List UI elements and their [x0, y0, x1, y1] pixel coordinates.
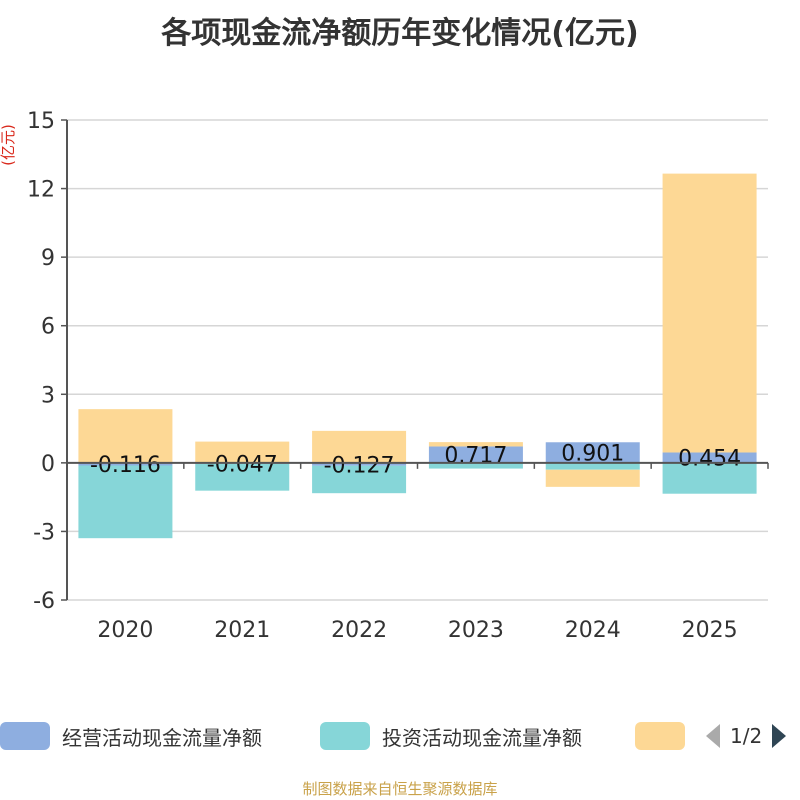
bar-s1-2020: [78, 465, 173, 539]
bar-s2-2021: [195, 441, 290, 463]
legend-swatch-investing: [320, 722, 370, 750]
data-label-2020: -0.116: [90, 453, 161, 478]
legend-next-icon[interactable]: [770, 723, 788, 749]
bar-s0-2025: [662, 452, 757, 463]
legend-item-investing[interactable]: 投资活动现金流量净额: [320, 716, 582, 756]
x-tick-label-2025: 2025: [682, 618, 738, 643]
x-tick-label-2024: 2024: [565, 618, 621, 643]
bar-s0-2020: [78, 462, 173, 466]
legend-label-investing: 投资活动现金流量净额: [382, 725, 582, 750]
y-tick-label: 0: [41, 452, 55, 477]
legend-label-operating: 经营活动现金流量净额: [62, 725, 262, 750]
y-tick-label: -3: [33, 520, 55, 545]
chart-title: 各项现金流净额历年变化情况(亿元): [161, 16, 639, 51]
x-tick-label-2021: 2021: [214, 618, 270, 643]
y-tick-label: -6: [33, 589, 55, 614]
legend-page-indicator: 1/2: [730, 724, 763, 748]
bar-s2-2024: [545, 469, 640, 487]
footer-source: 制图数据来自恒生聚源数据库: [302, 780, 498, 798]
bar-s1-2024: [545, 462, 640, 470]
y-axis-title: (亿元): [0, 124, 17, 166]
bar-s2-2023: [428, 442, 523, 447]
data-label-2022: -0.127: [324, 453, 395, 478]
y-tick-label: 6: [41, 315, 55, 340]
data-label-2025: 0.454: [678, 447, 741, 472]
legend-swatch-financing: [635, 722, 685, 750]
y-tick-label: 9: [41, 246, 55, 271]
x-tick-label-2022: 2022: [331, 618, 387, 643]
data-label-2021: -0.047: [207, 452, 278, 477]
bar-s1-2023: [428, 462, 523, 469]
legend-item-financing[interactable]: [635, 716, 697, 756]
bar-s2-2020: [78, 409, 173, 463]
bar-s2-2025: [662, 173, 757, 453]
legend-item-operating[interactable]: 经营活动现金流量净额: [0, 716, 262, 756]
bar-s1-2022: [312, 465, 407, 494]
bar-s1-2025: [662, 462, 757, 494]
bar-s1-2021: [195, 463, 290, 491]
bar-s0-2022: [312, 462, 407, 466]
bar-s2-2022: [312, 430, 407, 463]
y-tick-label: 12: [27, 178, 55, 203]
y-tick-label: 15: [27, 109, 55, 134]
x-tick-label-2023: 2023: [448, 618, 504, 643]
legend-pager: 1/2: [704, 716, 788, 756]
legend-swatch-operating: [0, 722, 50, 750]
legend-prev-icon[interactable]: [704, 723, 722, 749]
bar-s0-2024: [545, 442, 640, 463]
bar-s0-2023: [428, 446, 523, 463]
data-label-2023: 0.717: [444, 444, 507, 469]
legend: 经营活动现金流量净额 投资活动现金流量净额: [0, 716, 800, 756]
y-tick-label: 3: [41, 383, 55, 408]
x-tick-label-2020: 2020: [97, 618, 153, 643]
